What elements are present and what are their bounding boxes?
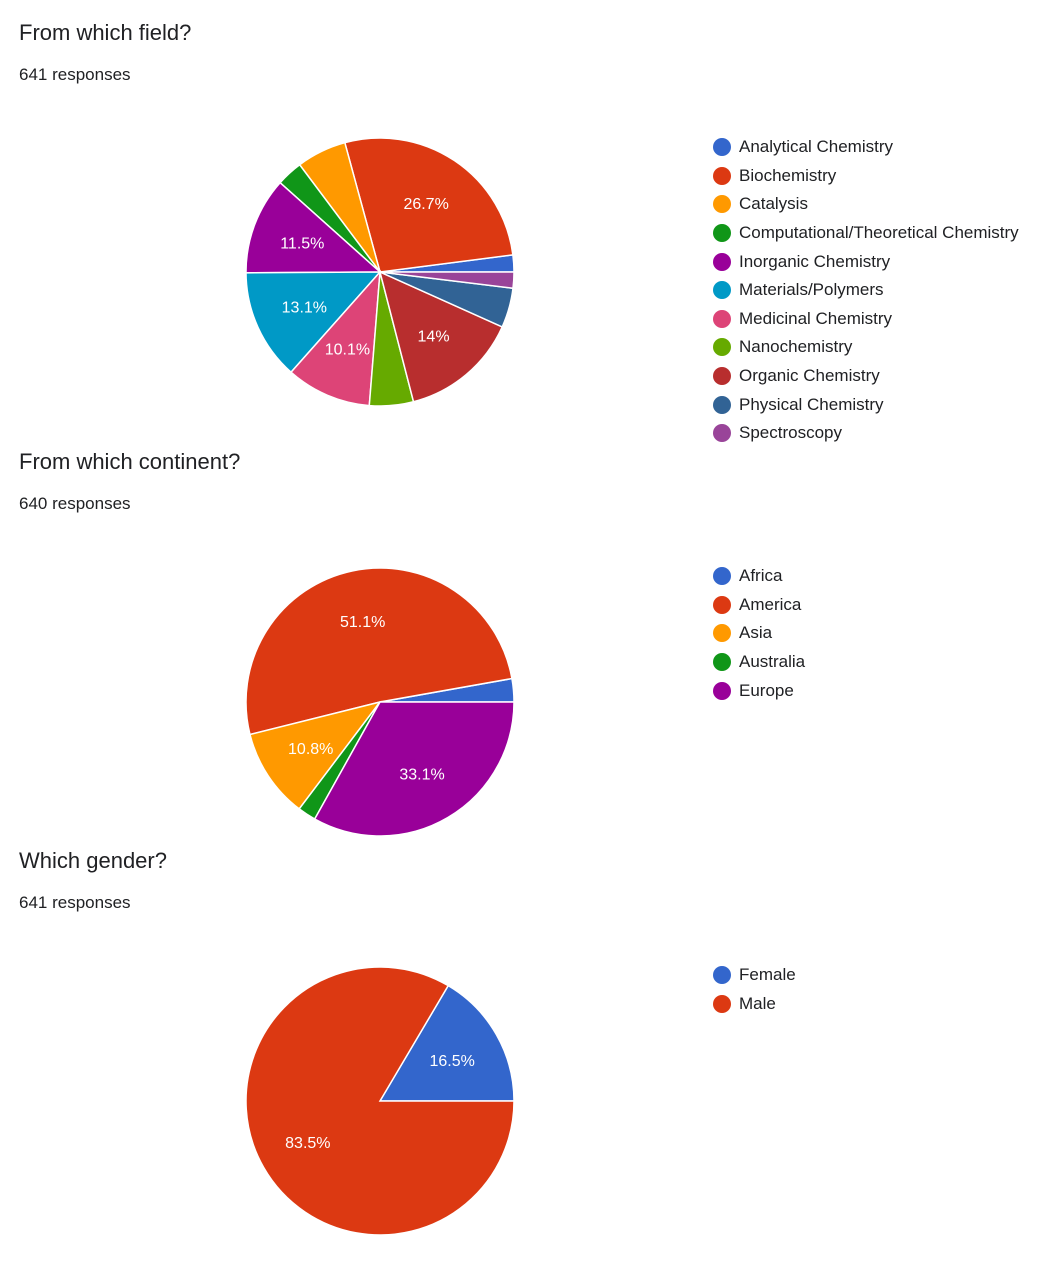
legend-item-nanochemistry[interactable]: Nanochemistry <box>713 333 1019 362</box>
pie-slice-spectroscopy[interactable] <box>379 271 515 290</box>
legend-swatch <box>713 138 731 157</box>
response-count: 641 responses <box>19 65 131 84</box>
slice-label-male: 83.5% <box>285 1135 330 1152</box>
slice-label-biochemistry: 26.7% <box>403 196 448 213</box>
legend-item-female[interactable]: Female <box>713 961 796 990</box>
pie-slice-biochemistry[interactable] <box>343 137 514 273</box>
legend-swatch <box>713 367 731 386</box>
legend-item-medicinal-chemistry[interactable]: Medicinal Chemistry <box>713 305 1019 334</box>
legend-swatch <box>713 595 731 614</box>
legend-label: Africa <box>739 566 783 586</box>
legend-swatch <box>713 966 731 985</box>
slice-label-female: 16.5% <box>429 1053 474 1070</box>
pie-slice-organic-chemistry[interactable] <box>378 270 504 403</box>
legend-field: Analytical Chemistry Biochemistry Catalysi… <box>713 133 1019 448</box>
legend-label: Physical Chemistry <box>739 394 884 414</box>
legend-item-male[interactable]: Male <box>713 990 796 1019</box>
response-count: 640 responses <box>19 494 131 513</box>
legend-item-biochemistry[interactable]: Biochemistry <box>713 162 1019 191</box>
legend-label: Spectroscopy <box>739 423 842 443</box>
legend-label: Asia <box>739 623 773 643</box>
legend-label: Organic Chemistry <box>739 366 880 386</box>
legend-label: America <box>739 594 802 614</box>
legend-swatch <box>713 681 731 700</box>
slice-label-medicinal-chemistry: 10.1% <box>325 341 370 358</box>
legend-item-catalysis[interactable]: Catalysis <box>713 190 1019 219</box>
legend-item-materials-polymers[interactable]: Materials/Polymers <box>713 276 1019 305</box>
legend-continent: Africa America Asia Australia Europe <box>713 562 805 705</box>
legend-label: Catalysis <box>739 194 808 214</box>
legend-item-africa[interactable]: Africa <box>713 562 805 591</box>
pie-chart-gender[interactable]: 16.5% 83.5% <box>240 961 520 1241</box>
legend-swatch <box>713 224 731 243</box>
legend-label: Nanochemistry <box>739 337 853 357</box>
legend-swatch <box>713 395 731 414</box>
legend-item-computational-theoretical-chemistry[interactable]: Computational/Theoretical Chemistry <box>713 219 1019 248</box>
legend-swatch <box>713 624 731 643</box>
legend-item-organic-chemistry[interactable]: Organic Chemistry <box>713 362 1019 391</box>
legend-swatch <box>713 994 731 1013</box>
legend-item-europe[interactable]: Europe <box>713 676 805 705</box>
legend-label: Computational/Theoretical Chemistry <box>739 223 1019 243</box>
legend-item-america[interactable]: America <box>713 591 805 620</box>
legend-swatch <box>713 309 731 328</box>
pie-slice-america[interactable] <box>245 567 513 736</box>
legend-swatch <box>713 653 731 672</box>
legend-swatch <box>713 338 731 357</box>
legend-swatch <box>713 252 731 271</box>
pie-chart-continent[interactable]: 51.1% 10.8% 33.1% <box>240 562 520 842</box>
chart-card-field: From which field? 641 responses 26.7% 11.… <box>0 0 1054 443</box>
question-title: From which field? <box>19 20 192 45</box>
legend-swatch <box>713 166 731 185</box>
legend-label: Europe <box>739 680 794 700</box>
slice-label-materials-polymers: 13.1% <box>282 299 327 316</box>
legend-swatch <box>713 567 731 586</box>
slice-label-inorganic-chemistry: 11.5% <box>280 236 324 253</box>
pie-slice-female[interactable] <box>378 984 515 1102</box>
pie-slice-europe[interactable] <box>313 701 515 837</box>
response-count: 641 responses <box>19 893 131 912</box>
slice-label-asia: 10.8% <box>288 741 333 758</box>
legend-label: Australia <box>739 652 806 672</box>
pie-slice-asia[interactable] <box>249 700 382 810</box>
pie-slice-inorganic-chemistry[interactable] <box>245 181 382 274</box>
legend-label: Medicinal Chemistry <box>739 308 893 328</box>
slice-label-europe: 33.1% <box>399 767 444 784</box>
legend-label: Materials/Polymers <box>739 280 884 300</box>
legend-swatch <box>713 195 731 214</box>
legend-label: Male <box>739 993 776 1013</box>
pie-slice-materials-polymers[interactable] <box>245 271 382 374</box>
legend-gender: Female Male <box>713 961 796 1018</box>
legend-item-inorganic-chemistry[interactable]: Inorganic Chemistry <box>713 247 1019 276</box>
legend-label: Biochemistry <box>739 165 837 185</box>
legend-item-physical-chemistry[interactable]: Physical Chemistry <box>713 390 1019 419</box>
chart-card-gender: Which gender? 641 responses 16.5% 83.5% F… <box>0 0 1054 1236</box>
question-title: From which continent? <box>19 449 241 474</box>
legend-item-spectroscopy[interactable]: Spectroscopy <box>713 419 1019 448</box>
legend-item-asia[interactable]: Asia <box>713 619 805 648</box>
legend-label: Female <box>739 965 796 985</box>
pie-slice-male[interactable] <box>245 966 515 1236</box>
slice-label-organic-chemistry: 14% <box>418 329 450 346</box>
legend-swatch <box>713 424 731 443</box>
chart-card-continent: From which continent? 640 responses 51.1… <box>0 0 1054 837</box>
legend-swatch <box>713 281 731 300</box>
pie-chart-field[interactable]: 26.7% 11.5% 13.1% 10.1% 14% <box>240 132 520 412</box>
pie-slice-medicinal-chemistry[interactable] <box>289 269 381 407</box>
legend-item-analytical-chemistry[interactable]: Analytical Chemistry <box>713 133 1019 162</box>
question-title: Which gender? <box>19 848 167 873</box>
legend-label: Analytical Chemistry <box>739 137 893 157</box>
legend-item-australia[interactable]: Australia <box>713 648 805 677</box>
legend-label: Inorganic Chemistry <box>739 251 891 271</box>
slice-label-america: 51.1% <box>340 614 385 631</box>
